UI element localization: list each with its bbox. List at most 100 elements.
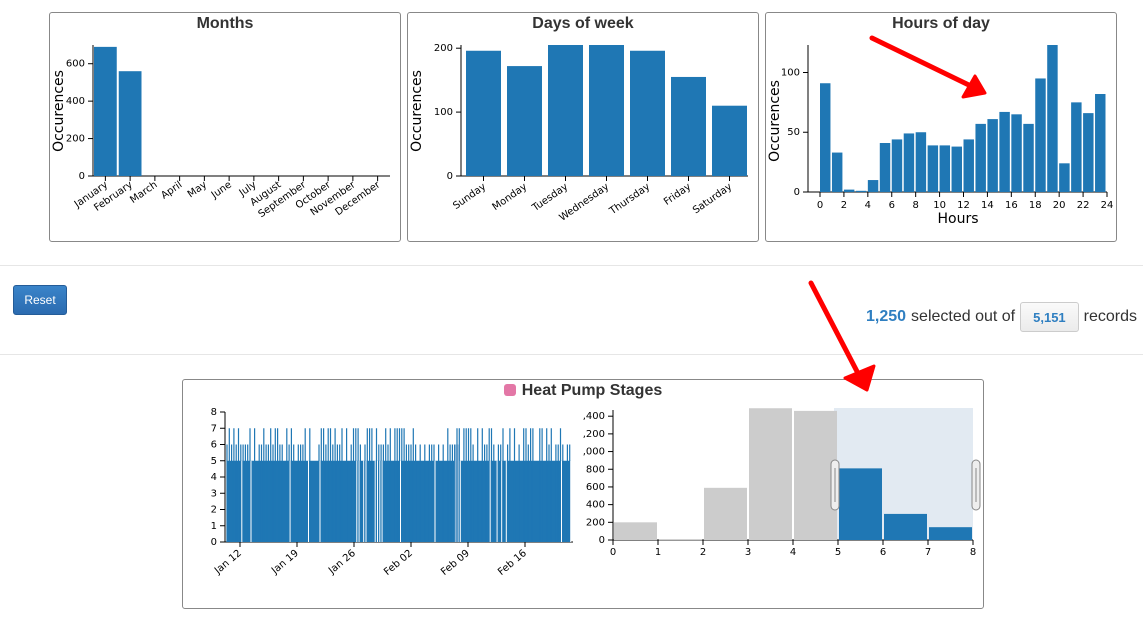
x-tick-label: 8 [912,200,918,211]
x-tick-label: 4 [790,547,796,558]
bar [1011,114,1022,192]
bar [1059,163,1070,192]
x-tick-label: March [128,179,159,205]
y-tick-label: 100 [434,107,453,118]
x-tick-label: 3 [745,547,751,558]
x-tick-label: 5 [835,547,841,558]
bar [884,513,927,540]
y-tick-label: 200 [66,134,85,145]
y-tick-label: 1 [211,521,217,532]
y-tick-label: 50 [787,127,800,138]
bar [118,71,142,176]
bar [987,119,998,192]
x-tick-label: 0 [817,200,823,211]
stages-histogram-chart[interactable]: 0 200 400 600 800 ,000 ,200 ,400 0 1 2 3 4 5 6 7 8 [583,402,983,607]
bar [820,83,831,192]
x-tick-label: 7 [925,547,931,558]
bar [891,139,903,192]
x-tick-label: Saturday [691,181,734,216]
x-tick-label: 14 [981,200,994,211]
divider-bottom [0,354,1143,355]
bar [659,539,702,541]
counter-middle-text: selected out of [911,308,1016,325]
bar [929,527,972,540]
bar [831,152,843,192]
y-axis-label: Occurences [51,70,67,152]
bar [712,105,747,176]
x-tick-label: Feb 02 [382,548,415,578]
x-tick-label: 8 [970,547,976,558]
selected-count: 1,250 [866,308,907,325]
y-tick-label: 600 [66,59,85,70]
x-tick-label: 4 [865,200,871,211]
x-tick-label: 6 [889,200,895,211]
bar [903,133,915,192]
x-tick-label: 2 [841,200,847,211]
legend-swatch [503,384,516,396]
y-tick-label: 400 [66,96,85,107]
days-chart-title: Days of week [532,15,634,32]
bar [630,50,665,176]
y-tick-label: 3 [211,488,217,499]
y-tick-label: 5 [211,456,217,467]
stages-timeline-chart[interactable]: 0 1 2 3 4 5 6 7 8 Jan 12 Jan 19 Jan 26 Feb 02 Feb 09 F… [183,402,583,607]
x-tick-label: 18 [1029,200,1042,211]
stages-chart-title: Heat Pump Stages [521,382,663,399]
bar [879,143,891,192]
x-tick-label: 10 [933,200,946,211]
y-axis-label: Occurences [767,80,783,162]
reset-button[interactable]: Reset [13,285,67,315]
bar [548,45,583,176]
y-tick-label: 2 [211,505,217,516]
y-tick-label: ,000 [583,447,605,458]
bar [951,146,962,192]
bar [671,76,706,176]
x-tick-label: Monday [491,181,530,213]
x-tick-label: 12 [957,200,970,211]
bar [704,487,747,540]
months-chart-title: Months [196,15,254,32]
y-tick-label: 800 [586,464,605,475]
bar [1035,78,1046,192]
y-tick-label: 0 [447,171,453,182]
x-tick-label: April [159,179,184,201]
y-tick-label: ,400 [583,411,605,422]
bar [589,45,624,176]
bar [1095,94,1106,192]
hours-chart-panel: Hours of day 0 50 100 0 2 4 6 8 10 12 14 16 18 20 22 24… [765,12,1117,242]
x-tick-label: 16 [1005,200,1018,211]
x-tick-label: 1 [655,547,661,558]
y-tick-label: 7 [211,423,217,434]
x-tick-label: Sunday [451,181,488,212]
divider-top [0,265,1143,266]
stages-chart-panel: Heat Pump Stages 0 1 2 3 4 5 6 7 8 Jan 12 Jan 19 Ja… [182,379,984,609]
y-tick-label: 0 [794,187,800,198]
x-tick-label: 20 [1053,200,1066,211]
x-tick-label: Jan 26 [326,548,358,577]
x-tick-label: 6 [880,547,886,558]
bar [939,145,951,192]
y-tick-label: 200 [586,517,605,528]
total-count-badge: 5,151 [1020,302,1079,332]
y-tick-label: 4 [211,472,217,483]
bar [466,50,501,176]
bar [1083,113,1094,192]
bar [749,408,792,540]
x-tick-label: 2 [700,547,706,558]
days-chart-panel: Days of week 0 100 200 Sunday Monday Tuesday W… [407,12,759,242]
x-tick-label: Feb 09 [439,548,472,578]
hours-chart-title: Hours of day [892,15,990,32]
bar [794,410,837,540]
x-tick-label: Feb 16 [496,548,529,578]
bar [915,132,927,192]
y-tick-label: 400 [586,500,605,511]
x-tick-label: 0 [610,547,616,558]
bar [507,66,542,176]
x-tick-label: Jan 12 [212,548,244,577]
y-tick-label: 0 [599,535,605,546]
x-tick-label: June [209,179,234,201]
bar [999,111,1010,192]
